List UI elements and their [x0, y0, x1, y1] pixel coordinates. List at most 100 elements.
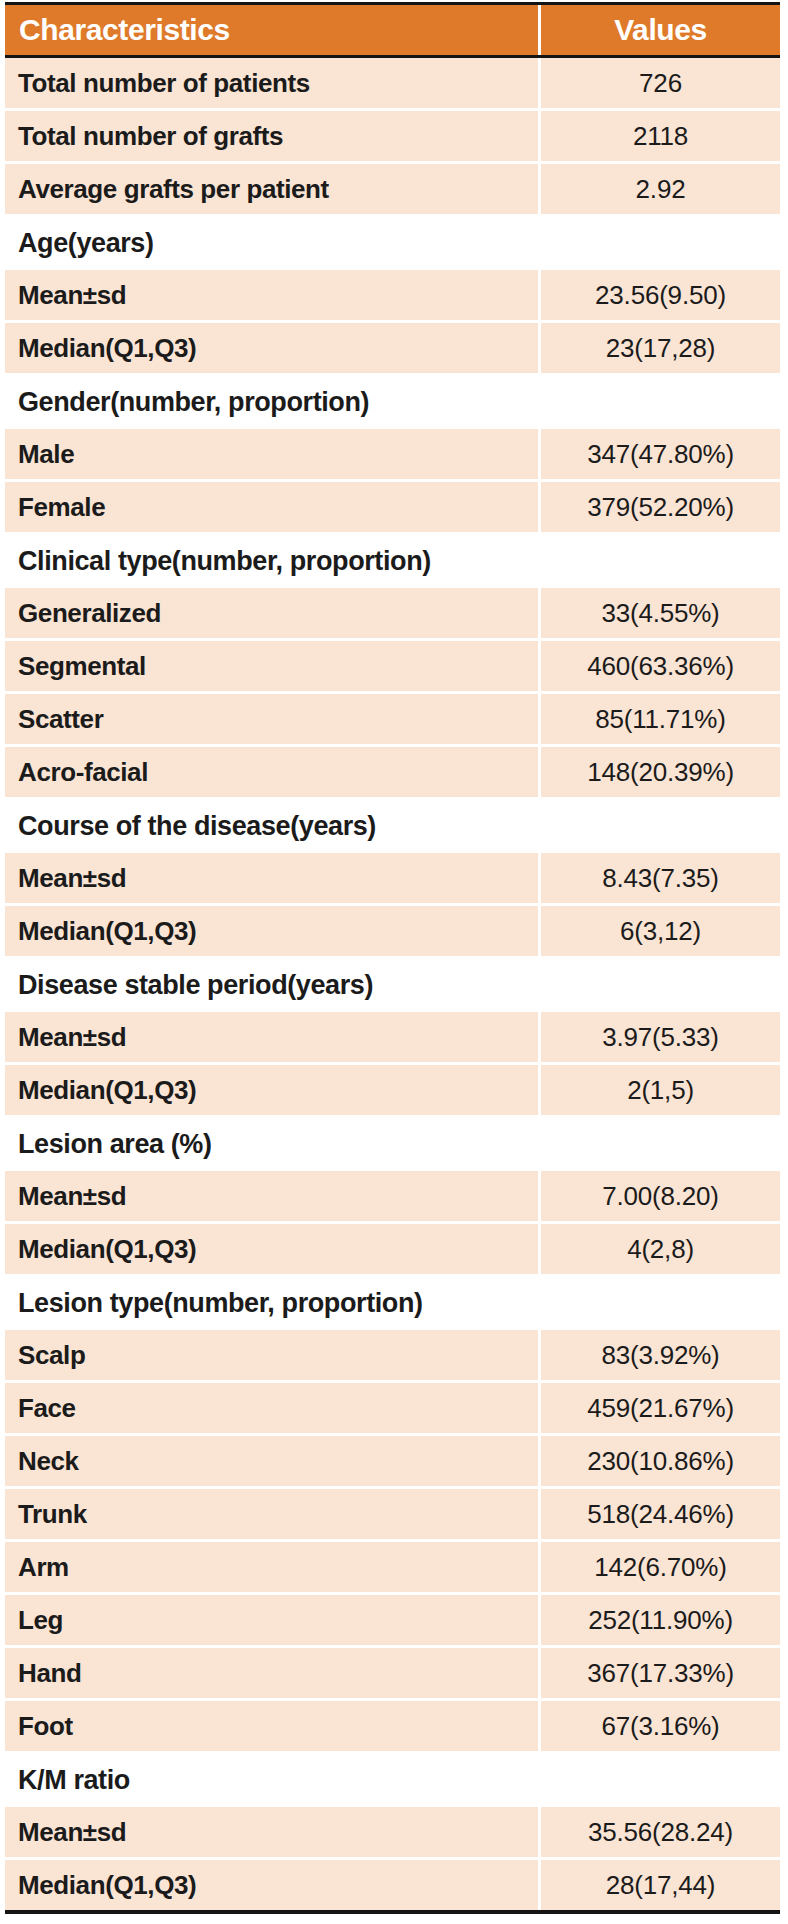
row-label: Neck: [5, 1436, 538, 1486]
section-label: Gender(number, proportion): [5, 387, 369, 418]
row-label: Segmental: [5, 641, 538, 691]
row-label: Median(Q1,Q3): [5, 323, 538, 373]
table-body: Total number of patients 726 Total numbe…: [5, 58, 780, 1910]
section-label: Clinical type(number, proportion): [5, 546, 431, 577]
table-row: Median(Q1,Q3) 2(1,5): [5, 1065, 780, 1115]
row-value: 148(20.39%): [541, 747, 780, 797]
table-row: Median(Q1,Q3) 6(3,12): [5, 906, 780, 956]
table-row: Mean±sd 35.56(28.24): [5, 1807, 780, 1857]
section-label: Disease stable period(years): [5, 970, 373, 1001]
row-label: Foot: [5, 1701, 538, 1751]
row-value: 459(21.67%): [541, 1383, 780, 1433]
table-row: Scalp 83(3.92%): [5, 1330, 780, 1380]
row-label: Arm: [5, 1542, 538, 1592]
table-row: Arm 142(6.70%): [5, 1542, 780, 1592]
table-row: Average grafts per patient 2.92: [5, 164, 780, 214]
row-value: 85(11.71%): [541, 694, 780, 744]
table-row: Female 379(52.20%): [5, 482, 780, 532]
row-label: Median(Q1,Q3): [5, 1065, 538, 1115]
row-value: 367(17.33%): [541, 1648, 780, 1698]
table-row: Mean±sd 7.00(8.20): [5, 1171, 780, 1221]
row-label: Median(Q1,Q3): [5, 906, 538, 956]
table-header-row: Characteristics Values: [5, 2, 780, 58]
row-label: Mean±sd: [5, 1807, 538, 1857]
table-row: Hand 367(17.33%): [5, 1648, 780, 1698]
row-value: 35.56(28.24): [541, 1807, 780, 1857]
table-row: Segmental 460(63.36%): [5, 641, 780, 691]
row-value: 4(2,8): [541, 1224, 780, 1274]
table-figure: Characteristics Values Total number of p…: [0, 0, 788, 1924]
row-label: Generalized: [5, 588, 538, 638]
row-value: 23.56(9.50): [541, 270, 780, 320]
section-label: Lesion area (%): [5, 1129, 212, 1160]
row-label: Male: [5, 429, 538, 479]
table-row: Generalized 33(4.55%): [5, 588, 780, 638]
row-value: 23(17,28): [541, 323, 780, 373]
row-value: 2(1,5): [541, 1065, 780, 1115]
section-header-row: Lesion type(number, proportion): [5, 1277, 780, 1330]
section-header-row: Disease stable period(years): [5, 959, 780, 1012]
row-label: Median(Q1,Q3): [5, 1224, 538, 1274]
row-label: Mean±sd: [5, 1012, 538, 1062]
row-value: 67(3.16%): [541, 1701, 780, 1751]
row-value: 7.00(8.20): [541, 1171, 780, 1221]
table-row: Scatter 85(11.71%): [5, 694, 780, 744]
table-row: Face 459(21.67%): [5, 1383, 780, 1433]
section-header-row: Age(years): [5, 217, 780, 270]
row-label: Trunk: [5, 1489, 538, 1539]
column-header-values: Values: [541, 5, 780, 55]
row-value: 8.43(7.35): [541, 853, 780, 903]
table-row: Foot 67(3.16%): [5, 1701, 780, 1751]
section-header-row: Lesion area (%): [5, 1118, 780, 1171]
table-row: Total number of grafts 2118: [5, 111, 780, 161]
table-row: Total number of patients 726: [5, 58, 780, 108]
row-value: 460(63.36%): [541, 641, 780, 691]
section-header-row: Gender(number, proportion): [5, 376, 780, 429]
table-row: Leg 252(11.90%): [5, 1595, 780, 1645]
table-row: Trunk 518(24.46%): [5, 1489, 780, 1539]
row-label: Median(Q1,Q3): [5, 1860, 538, 1910]
row-value: 347(47.80%): [541, 429, 780, 479]
row-value: 83(3.92%): [541, 1330, 780, 1380]
row-label: Hand: [5, 1648, 538, 1698]
row-label: Female: [5, 482, 538, 532]
row-value: 252(11.90%): [541, 1595, 780, 1645]
section-label: K/M ratio: [5, 1765, 130, 1796]
table-row: Mean±sd 8.43(7.35): [5, 853, 780, 903]
row-value: 33(4.55%): [541, 588, 780, 638]
section-header-row: Course of the disease(years): [5, 800, 780, 853]
row-value: 230(10.86%): [541, 1436, 780, 1486]
row-label: Mean±sd: [5, 853, 538, 903]
row-value: 6(3,12): [541, 906, 780, 956]
row-label: Leg: [5, 1595, 538, 1645]
row-value: 2.92: [541, 164, 780, 214]
table-row: Acro-facial 148(20.39%): [5, 747, 780, 797]
table-row: Median(Q1,Q3) 28(17,44): [5, 1860, 780, 1910]
section-label: Course of the disease(years): [5, 811, 376, 842]
row-label: Total number of patients: [5, 58, 538, 108]
table-row: Median(Q1,Q3) 23(17,28): [5, 323, 780, 373]
characteristics-table: Characteristics Values Total number of p…: [5, 2, 780, 1914]
table-row: Male 347(47.80%): [5, 429, 780, 479]
row-label: Acro-facial: [5, 747, 538, 797]
table-row: Median(Q1,Q3) 4(2,8): [5, 1224, 780, 1274]
row-value: 379(52.20%): [541, 482, 780, 532]
section-header-row: Clinical type(number, proportion): [5, 535, 780, 588]
table-row: Mean±sd 3.97(5.33): [5, 1012, 780, 1062]
section-label: Lesion type(number, proportion): [5, 1288, 423, 1319]
row-label: Mean±sd: [5, 1171, 538, 1221]
row-value: 726: [541, 58, 780, 108]
row-label: Total number of grafts: [5, 111, 538, 161]
row-label: Scalp: [5, 1330, 538, 1380]
row-label: Scatter: [5, 694, 538, 744]
row-value: 518(24.46%): [541, 1489, 780, 1539]
row-label: Average grafts per patient: [5, 164, 538, 214]
row-label: Face: [5, 1383, 538, 1433]
row-value: 28(17,44): [541, 1860, 780, 1910]
column-header-characteristics: Characteristics: [5, 5, 538, 55]
table-row: Mean±sd 23.56(9.50): [5, 270, 780, 320]
row-value: 142(6.70%): [541, 1542, 780, 1592]
row-value: 2118: [541, 111, 780, 161]
section-header-row: K/M ratio: [5, 1754, 780, 1807]
section-label: Age(years): [5, 228, 154, 259]
